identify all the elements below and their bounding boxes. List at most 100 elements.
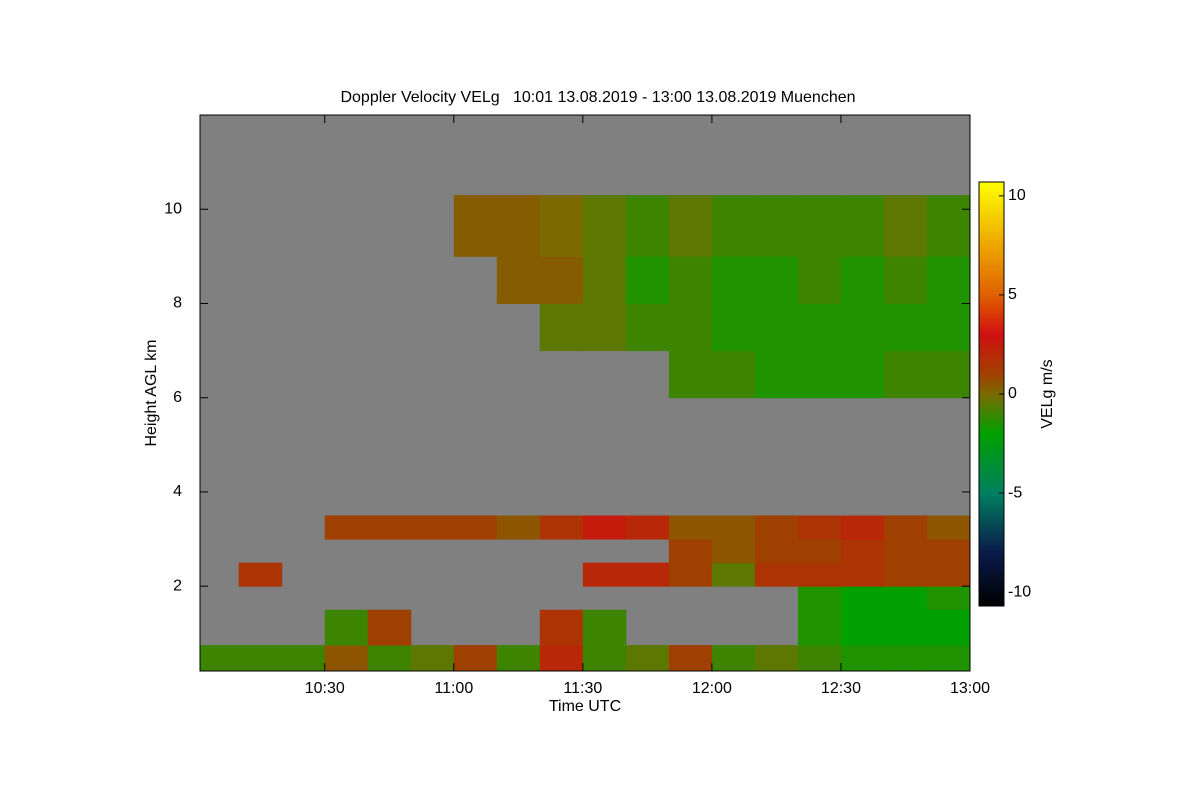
heatmap-cell xyxy=(797,303,842,352)
heatmap-cell xyxy=(496,195,541,257)
heatmap-cell xyxy=(797,350,842,399)
heatmap-cell xyxy=(281,645,326,672)
heatmap-cell xyxy=(797,195,842,257)
heatmap-cell xyxy=(711,562,756,587)
heatmap-cell xyxy=(582,303,627,352)
heatmap-cell xyxy=(582,609,627,646)
heatmap-cell xyxy=(883,562,928,587)
heatmap-cell xyxy=(582,195,627,257)
heatmap-cell xyxy=(797,586,842,611)
heatmap-cell xyxy=(926,350,971,399)
heatmap-cell xyxy=(625,645,670,672)
heatmap-cell xyxy=(668,515,713,540)
heatmap-cell xyxy=(625,195,670,257)
heatmap-cell xyxy=(926,195,971,257)
colorbar-label: VELg m/s xyxy=(1039,359,1056,428)
heatmap-cell xyxy=(668,303,713,352)
heatmap-cell xyxy=(453,515,498,540)
heatmap-cell xyxy=(625,515,670,540)
heatmap-cell xyxy=(238,562,283,587)
heatmap-cell xyxy=(797,562,842,587)
heatmap-cell xyxy=(711,539,756,564)
heatmap-cell xyxy=(840,195,885,257)
heatmap-cell xyxy=(797,515,842,540)
colorbar-tick-label: 0 xyxy=(1008,385,1017,402)
heatmap-cell xyxy=(668,562,713,587)
heatmap-cell xyxy=(539,256,584,304)
heatmap-cell xyxy=(926,586,971,611)
heatmap-cell xyxy=(883,586,928,611)
heatmap-cell xyxy=(883,539,928,564)
x-tick-label: 11:00 xyxy=(434,680,473,697)
heatmap-cell xyxy=(711,350,756,399)
y-axis-label: Height AGL km xyxy=(143,339,160,446)
heatmap-cell xyxy=(840,586,885,611)
heatmap-cell xyxy=(926,645,971,672)
heatmap-cell xyxy=(797,645,842,672)
y-tick-label: 2 xyxy=(173,577,182,594)
heatmap-cell xyxy=(797,256,842,304)
heatmap-cell xyxy=(926,609,971,646)
heatmap-cell xyxy=(668,195,713,257)
heatmap-cell xyxy=(840,539,885,564)
heatmap-cell xyxy=(926,303,971,352)
chart-title: Doppler Velocity VELg 10:01 13.08.2019 -… xyxy=(340,89,855,106)
heatmap-cell xyxy=(754,195,799,257)
heatmap-cell xyxy=(324,515,369,540)
heatmap-cell xyxy=(883,645,928,672)
heatmap-cell xyxy=(625,256,670,304)
heatmap-cell xyxy=(711,645,756,672)
heatmap-cell xyxy=(883,256,928,304)
heatmap-cell xyxy=(754,562,799,587)
heatmap-cell xyxy=(410,645,455,672)
heatmap-cell xyxy=(367,609,412,646)
heatmap-cell xyxy=(797,539,842,564)
heatmap-cell xyxy=(496,256,541,304)
x-tick-label: 11:30 xyxy=(563,680,602,697)
heatmap-cell xyxy=(582,515,627,540)
colorbar-tick-label: -5 xyxy=(1008,484,1022,501)
heatmap-cell xyxy=(883,350,928,399)
heatmap-cell xyxy=(754,256,799,304)
heatmap-cell xyxy=(367,645,412,672)
x-tick-label: 10:30 xyxy=(305,680,345,697)
y-tick-label: 4 xyxy=(173,483,182,500)
heatmap-cell xyxy=(840,256,885,304)
heatmap-cell xyxy=(711,256,756,304)
heatmap-cell xyxy=(496,515,541,540)
heatmap-cell xyxy=(539,195,584,257)
heatmap-cell xyxy=(926,562,971,587)
colorbar-tick-label: 5 xyxy=(1008,286,1017,303)
y-tick-label: 8 xyxy=(173,295,182,312)
heatmap-cell xyxy=(324,645,369,672)
heatmap-cell xyxy=(797,609,842,646)
heatmap-cell xyxy=(200,645,240,672)
heatmap-cell xyxy=(410,515,455,540)
heatmap-cell xyxy=(840,645,885,672)
heatmap-cell xyxy=(668,350,713,399)
heatmap-cell xyxy=(582,256,627,304)
plot-frame xyxy=(199,114,971,672)
x-tick-label: 13:00 xyxy=(950,680,990,697)
heatmap-cell xyxy=(582,562,627,587)
heatmap-cell xyxy=(883,609,928,646)
heatmap-cell xyxy=(711,303,756,352)
heatmap-cell xyxy=(840,350,885,399)
heatmap-cell xyxy=(539,645,584,672)
heatmap-cell xyxy=(539,609,584,646)
heatmap-cell xyxy=(668,539,713,564)
heatmap-cell xyxy=(883,515,928,540)
x-tick-label: 12:00 xyxy=(692,680,732,697)
heatmap-cell xyxy=(625,562,670,587)
heatmap-cell xyxy=(883,195,928,257)
x-axis-label: Time UTC xyxy=(549,698,621,715)
x-tick-label: 12:30 xyxy=(821,680,861,697)
heatmap-cell xyxy=(668,256,713,304)
heatmap-cell xyxy=(324,609,369,646)
heatmap-cell xyxy=(539,303,584,352)
heatmap-cell xyxy=(453,195,498,257)
y-tick-label: 10 xyxy=(164,200,182,217)
heatmap-cell xyxy=(711,515,756,540)
heatmap-cell xyxy=(840,609,885,646)
